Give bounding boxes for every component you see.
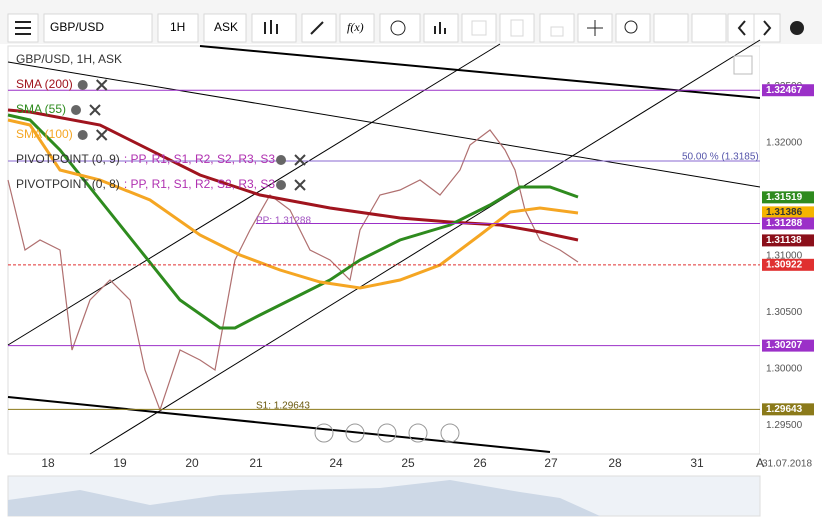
price-axis bbox=[760, 46, 822, 454]
indicator-name: PIVOTPOINT (0, 9) bbox=[16, 152, 120, 166]
plot: 50.00 % (1.3185) PP: 1.31288 S1: 1.29643… bbox=[7, 39, 761, 455]
settings-button[interactable] bbox=[790, 21, 804, 35]
popout-button[interactable] bbox=[733, 55, 753, 75]
price-tag-label: 1.30207 bbox=[766, 340, 803, 351]
function-label: f(x) bbox=[347, 20, 364, 34]
calendar-button[interactable] bbox=[461, 13, 497, 43]
symbol: GBP/USD bbox=[50, 20, 104, 34]
navigator-area bbox=[8, 480, 600, 516]
indicator-levels: : PP, R1, S1, R2, S2, R3, S3 bbox=[124, 152, 276, 166]
indicator-levels: : PP, R1, S1, R2, S2, R3, S3 bbox=[124, 177, 276, 191]
next-button[interactable] bbox=[753, 13, 781, 43]
date-label: 24 bbox=[329, 456, 343, 470]
remove-icon[interactable] bbox=[294, 179, 306, 191]
date-label: 28 bbox=[608, 456, 622, 470]
price-tick-label: 1.32000 bbox=[766, 138, 803, 149]
info-button[interactable] bbox=[379, 13, 421, 43]
date-end: 31.07.2018 bbox=[762, 459, 812, 470]
settings-icon[interactable] bbox=[77, 130, 88, 140]
date-label: 31 bbox=[690, 456, 704, 470]
zoom-button[interactable] bbox=[615, 13, 651, 43]
remove-icon[interactable] bbox=[95, 129, 108, 141]
price-tag bbox=[762, 84, 814, 97]
price-tag bbox=[762, 234, 814, 247]
price-tag-label: 1.31288 bbox=[766, 218, 803, 229]
date-label: 20 bbox=[185, 456, 199, 470]
date-label: 19 bbox=[113, 456, 127, 470]
function-button[interactable] bbox=[339, 13, 375, 43]
chart-type[interactable] bbox=[251, 13, 297, 43]
prev-button[interactable] bbox=[727, 13, 755, 43]
price-tag bbox=[762, 258, 814, 271]
sma-200 bbox=[7, 108, 579, 242]
price-tick-label: 1.31000 bbox=[766, 251, 803, 262]
nav-controls bbox=[314, 423, 460, 443]
price-line bbox=[7, 129, 579, 412]
price-tag-label: 1.32467 bbox=[766, 85, 803, 96]
price-tag bbox=[762, 339, 814, 352]
symbol-select[interactable] bbox=[43, 13, 153, 43]
draw-tool[interactable] bbox=[301, 13, 337, 43]
price-tag-label: 1.31386 bbox=[766, 207, 803, 218]
interval: 1H bbox=[170, 20, 185, 34]
price-tag bbox=[762, 191, 814, 204]
indicator-name: SMA (200) bbox=[16, 77, 73, 91]
indicator-name: PIVOTPOINT (0, 8) bbox=[16, 177, 120, 191]
s1-label: S1: 1.29643 bbox=[256, 401, 310, 412]
settings-icon[interactable] bbox=[77, 80, 88, 90]
side-select[interactable] bbox=[203, 13, 247, 43]
settings-icon[interactable] bbox=[276, 155, 287, 165]
upload-button[interactable] bbox=[653, 13, 689, 43]
remove-icon[interactable] bbox=[95, 79, 108, 91]
price-tag bbox=[762, 217, 814, 230]
interval-select[interactable] bbox=[157, 13, 199, 43]
price-tag-label: 1.30922 bbox=[766, 259, 803, 270]
download-button[interactable] bbox=[691, 13, 727, 43]
settings-icon[interactable] bbox=[276, 180, 287, 190]
toolbar: GBP/USD 1H ASK f(x) bbox=[0, 0, 822, 44]
price-tick-label: 1.30000 bbox=[766, 364, 803, 375]
remove-icon[interactable] bbox=[89, 104, 101, 116]
price-tag-label: 1.31138 bbox=[766, 235, 802, 246]
date-label: 26 bbox=[473, 456, 487, 470]
fib-label: 50.00 % (1.3185) bbox=[682, 152, 759, 163]
date-label: A bbox=[756, 456, 764, 470]
pp-label: PP: 1.31288 bbox=[256, 216, 311, 227]
price-tick-label: 1.30500 bbox=[766, 307, 803, 318]
price-tag-label: 1.31519 bbox=[766, 192, 803, 203]
price-tag-label: 1.29643 bbox=[766, 404, 803, 415]
date-label: 27 bbox=[544, 456, 558, 470]
indicator-name: SMA (100) bbox=[16, 127, 73, 141]
price-tag bbox=[762, 403, 814, 416]
settings-icon[interactable] bbox=[71, 105, 82, 115]
price-tick-label: 1.29500 bbox=[766, 420, 803, 431]
date-label: 18 bbox=[41, 456, 55, 470]
date-label: 25 bbox=[401, 456, 415, 470]
sma-55 bbox=[7, 113, 579, 330]
indicator-name: SMA (55) bbox=[16, 102, 66, 116]
price-tag bbox=[762, 206, 814, 219]
remove-icon[interactable] bbox=[294, 154, 306, 166]
side: ASK bbox=[214, 20, 238, 34]
legend-title: GBP/USD, 1H, ASK bbox=[16, 52, 122, 66]
date-label: 21 bbox=[249, 456, 263, 470]
